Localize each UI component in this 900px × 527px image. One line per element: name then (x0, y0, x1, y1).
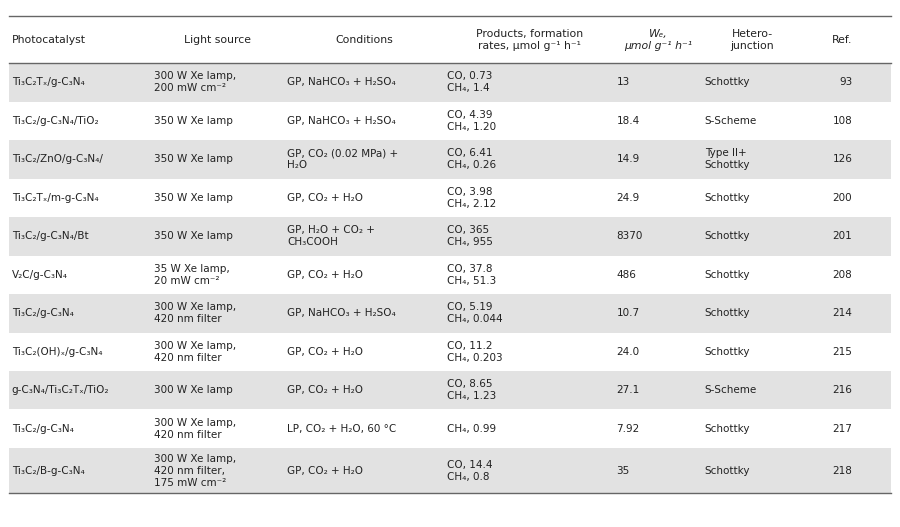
Text: CO, 3.98
CH₄, 2.12: CO, 3.98 CH₄, 2.12 (447, 187, 497, 209)
Text: CH₄, 0.99: CH₄, 0.99 (447, 424, 497, 434)
Text: CO, 365
CH₄, 955: CO, 365 CH₄, 955 (447, 226, 493, 247)
Text: 218: 218 (832, 466, 852, 475)
Bar (9, 217, 891, 256)
Text: 300 W Xe lamp: 300 W Xe lamp (154, 385, 232, 395)
Text: Conditions: Conditions (336, 35, 393, 44)
Text: Ti₃C₂/g-C₃N₄/Bt: Ti₃C₂/g-C₃N₄/Bt (12, 231, 88, 241)
Text: Ti₃C₂/g-C₃N₄: Ti₃C₂/g-C₃N₄ (12, 308, 74, 318)
Text: LP, CO₂ + H₂O, 60 °C: LP, CO₂ + H₂O, 60 °C (287, 424, 396, 434)
Text: 214: 214 (832, 308, 852, 318)
Text: V₂C/g-C₃N₄: V₂C/g-C₃N₄ (12, 270, 68, 280)
Text: Schottky: Schottky (705, 424, 751, 434)
Text: 24.0: 24.0 (616, 347, 640, 357)
Text: 217: 217 (832, 424, 852, 434)
Text: Schottky: Schottky (705, 308, 751, 318)
Text: 300 W Xe lamp,
420 nm filter: 300 W Xe lamp, 420 nm filter (154, 302, 236, 324)
Text: GP, CO₂ + H₂O: GP, CO₂ + H₂O (287, 466, 363, 475)
Text: Schottky: Schottky (705, 347, 751, 357)
Text: CO, 6.41
CH₄, 0.26: CO, 6.41 CH₄, 0.26 (447, 149, 497, 170)
Bar (9, 448, 891, 493)
Text: Schottky: Schottky (705, 193, 751, 203)
Bar (9, 140, 891, 179)
Text: Ref.: Ref. (832, 35, 852, 44)
Text: 35: 35 (616, 466, 630, 475)
Text: Schottky: Schottky (705, 77, 751, 87)
Bar (9, 102, 891, 140)
Text: 200: 200 (832, 193, 852, 203)
Text: GP, CO₂ (0.02 MPa) +
H₂O: GP, CO₂ (0.02 MPa) + H₂O (287, 149, 398, 170)
Text: 216: 216 (832, 385, 852, 395)
Text: 13: 13 (616, 77, 630, 87)
Bar (9, 179, 891, 217)
Text: 486: 486 (616, 270, 636, 280)
Text: Ti₃C₂/g-C₃N₄/TiO₂: Ti₃C₂/g-C₃N₄/TiO₂ (12, 116, 98, 126)
Text: 18.4: 18.4 (616, 116, 640, 126)
Text: 350 W Xe lamp: 350 W Xe lamp (154, 154, 233, 164)
Text: Schottky: Schottky (705, 270, 751, 280)
Text: Ti₃C₂/ZnO/g-C₃N₄/: Ti₃C₂/ZnO/g-C₃N₄/ (12, 154, 103, 164)
Bar (9, 371, 891, 409)
Text: 350 W Xe lamp: 350 W Xe lamp (154, 231, 233, 241)
Text: Schottky: Schottky (705, 231, 751, 241)
Text: GP, CO₂ + H₂O: GP, CO₂ + H₂O (287, 385, 363, 395)
Text: S-Scheme: S-Scheme (705, 116, 757, 126)
Text: 300 W Xe lamp,
420 nm filter: 300 W Xe lamp, 420 nm filter (154, 418, 236, 440)
Text: Ti₃C₂/B-g-C₃N₄: Ti₃C₂/B-g-C₃N₄ (12, 466, 85, 475)
Bar (9, 409, 891, 448)
Text: Ti₃C₂/g-C₃N₄: Ti₃C₂/g-C₃N₄ (12, 424, 74, 434)
Text: Hetero-
junction: Hetero- junction (731, 28, 774, 51)
Text: 10.7: 10.7 (616, 308, 640, 318)
Text: GP, H₂O + CO₂ +
CH₃COOH: GP, H₂O + CO₂ + CH₃COOH (287, 226, 375, 247)
Text: CO, 4.39
CH₄, 1.20: CO, 4.39 CH₄, 1.20 (447, 110, 497, 132)
Text: GP, NaHCO₃ + H₂SO₄: GP, NaHCO₃ + H₂SO₄ (287, 77, 396, 87)
Text: 208: 208 (832, 270, 852, 280)
Bar (9, 256, 891, 294)
Text: CO, 37.8
CH₄, 51.3: CO, 37.8 CH₄, 51.3 (447, 264, 497, 286)
Text: 35 W Xe lamp,
20 mW cm⁻²: 35 W Xe lamp, 20 mW cm⁻² (154, 264, 230, 286)
Text: CO, 8.65
CH₄, 1.23: CO, 8.65 CH₄, 1.23 (447, 379, 497, 401)
Text: 126: 126 (832, 154, 852, 164)
Text: 350 W Xe lamp: 350 W Xe lamp (154, 193, 233, 203)
Text: Ti₃C₂Tₓ/g-C₃N₄: Ti₃C₂Tₓ/g-C₃N₄ (12, 77, 85, 87)
Text: 14.9: 14.9 (616, 154, 640, 164)
Text: CO, 0.73
CH₄, 1.4: CO, 0.73 CH₄, 1.4 (447, 72, 492, 93)
Text: 24.9: 24.9 (616, 193, 640, 203)
Text: Type II+
Schottky: Type II+ Schottky (705, 149, 751, 170)
Text: g-C₃N₄/Ti₃C₂Tₓ/TiO₂: g-C₃N₄/Ti₃C₂Tₓ/TiO₂ (12, 385, 109, 395)
Bar (9, 294, 891, 333)
Text: GP, CO₂ + H₂O: GP, CO₂ + H₂O (287, 270, 363, 280)
Text: 108: 108 (832, 116, 852, 126)
Text: 350 W Xe lamp: 350 W Xe lamp (154, 116, 233, 126)
Text: 27.1: 27.1 (616, 385, 640, 395)
Text: GP, NaHCO₃ + H₂SO₄: GP, NaHCO₃ + H₂SO₄ (287, 308, 396, 318)
Text: GP, NaHCO₃ + H₂SO₄: GP, NaHCO₃ + H₂SO₄ (287, 116, 396, 126)
Text: 300 W Xe lamp,
200 mW cm⁻²: 300 W Xe lamp, 200 mW cm⁻² (154, 72, 236, 93)
Text: 201: 201 (832, 231, 852, 241)
Text: S-Scheme: S-Scheme (705, 385, 757, 395)
Text: GP, CO₂ + H₂O: GP, CO₂ + H₂O (287, 347, 363, 357)
Text: 8370: 8370 (616, 231, 643, 241)
Text: GP, CO₂ + H₂O: GP, CO₂ + H₂O (287, 193, 363, 203)
Text: CO, 14.4
CH₄, 0.8: CO, 14.4 CH₄, 0.8 (447, 460, 493, 482)
Bar (9, 333, 891, 371)
Text: 215: 215 (832, 347, 852, 357)
Text: CO, 5.19
CH₄, 0.044: CO, 5.19 CH₄, 0.044 (447, 302, 503, 324)
Text: Products, formation
rates, μmol g⁻¹ h⁻¹: Products, formation rates, μmol g⁻¹ h⁻¹ (475, 28, 583, 51)
Text: Schottky: Schottky (705, 466, 751, 475)
Bar (9, 63, 891, 102)
Text: 7.92: 7.92 (616, 424, 640, 434)
Text: Photocatalyst: Photocatalyst (12, 35, 86, 44)
Text: Ti₃C₂(OH)ₓ/g-C₃N₄: Ti₃C₂(OH)ₓ/g-C₃N₄ (12, 347, 103, 357)
Text: Light source: Light source (184, 35, 251, 44)
Text: CO, 11.2
CH₄, 0.203: CO, 11.2 CH₄, 0.203 (447, 341, 503, 363)
Text: Wₑ,
μmol g⁻¹ h⁻¹: Wₑ, μmol g⁻¹ h⁻¹ (624, 28, 692, 51)
Text: 300 W Xe lamp,
420 nm filter: 300 W Xe lamp, 420 nm filter (154, 341, 236, 363)
Text: Ti₃C₂Tₓ/m-g-C₃N₄: Ti₃C₂Tₓ/m-g-C₃N₄ (12, 193, 98, 203)
Text: 300 W Xe lamp,
420 nm filter,
175 mW cm⁻²: 300 W Xe lamp, 420 nm filter, 175 mW cm⁻… (154, 454, 236, 487)
Text: 93: 93 (839, 77, 852, 87)
